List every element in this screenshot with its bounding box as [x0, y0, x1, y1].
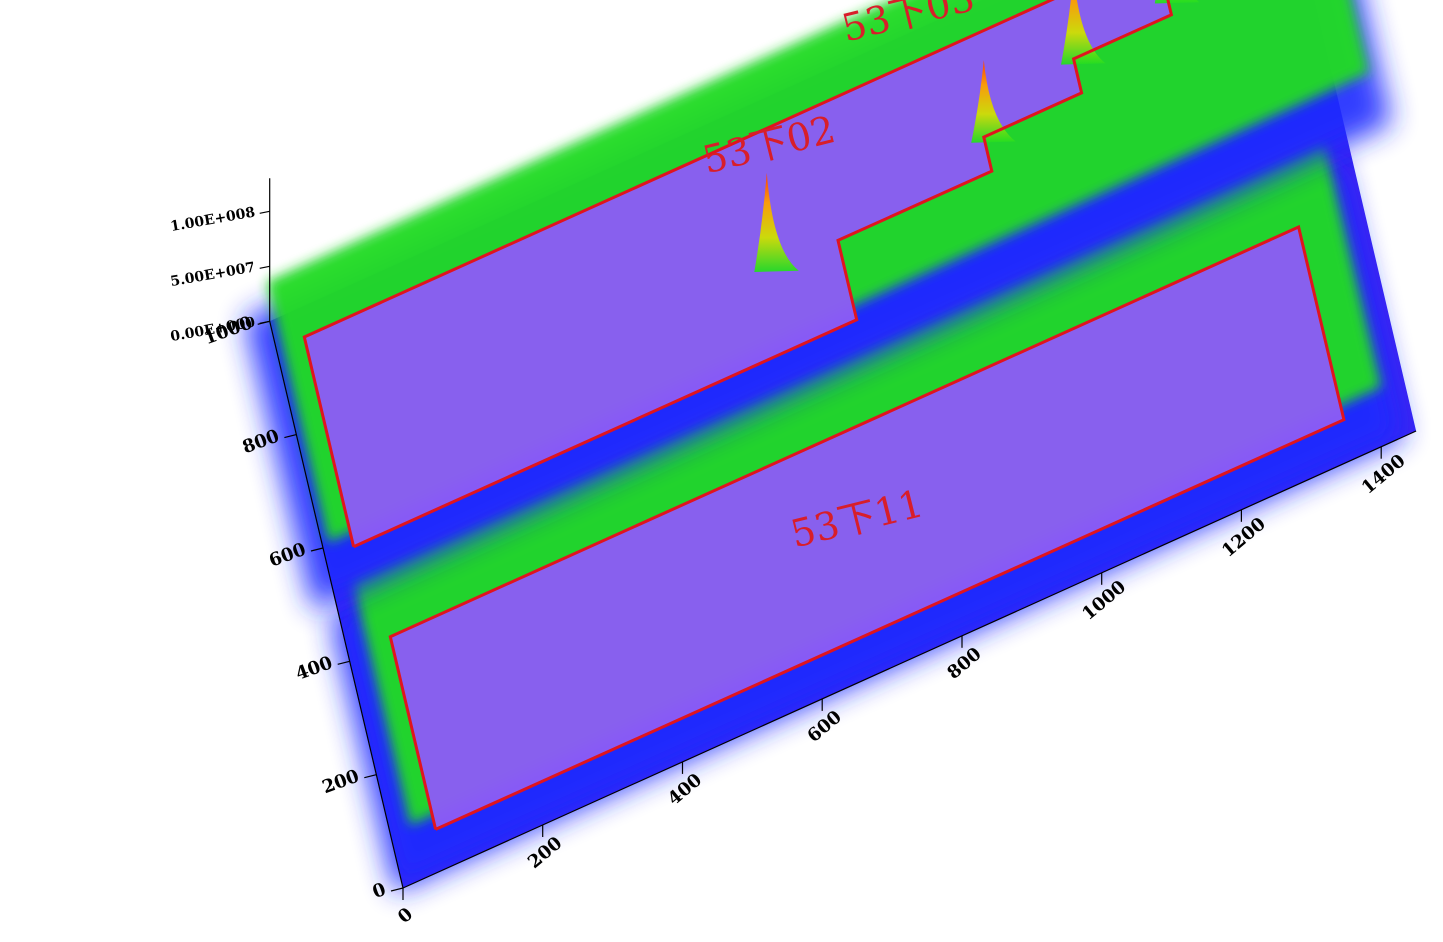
- y-tick-0: [390, 887, 404, 892]
- zone-fill-0: [390, 227, 1344, 830]
- peak-1-1: [971, 60, 1016, 143]
- zone-outline-1: [302, 0, 1174, 549]
- z-tick-0: [259, 320, 270, 324]
- x-tick-label-6: 1200: [1218, 513, 1270, 561]
- y-tick-3: [310, 547, 324, 552]
- peak-1-0: [754, 172, 799, 272]
- peak-1-2: [1061, 0, 1106, 65]
- z-tick-label-2: 1.00E+008: [169, 204, 256, 235]
- x-tick-label-4: 800: [943, 643, 985, 683]
- x-tick-label-2: 400: [664, 770, 706, 810]
- y-tick-2: [337, 660, 350, 665]
- x-tick-label-3: 600: [804, 707, 846, 747]
- y-tick-label-0: 0: [370, 879, 389, 903]
- peak-1-3: [1154, 0, 1200, 4]
- zone-fill-1: [304, 0, 1172, 547]
- y-tick-label-3: 600: [266, 539, 308, 572]
- y-axis-line: [269, 321, 404, 889]
- z-tick-1: [259, 265, 270, 269]
- x-tick-label-5: 1000: [1078, 576, 1130, 624]
- x-tick-label-7: 1400: [1358, 450, 1410, 498]
- y-tick-1: [364, 774, 377, 779]
- x-tick-label-1: 200: [524, 833, 566, 873]
- x-axis-line: [402, 430, 1417, 889]
- y-tick-label-1: 200: [320, 766, 362, 799]
- y-tick-label-4: 800: [240, 426, 282, 459]
- y-tick-4: [284, 434, 297, 439]
- zones-layer: [244, 0, 1404, 893]
- z-tick-label-1: 5.00E+007: [169, 259, 256, 290]
- z-tick-2: [259, 210, 270, 214]
- zone-outline-0: [388, 224, 1346, 831]
- x-tick-label-0: 0: [394, 904, 417, 928]
- y-tick-label-2: 400: [293, 652, 335, 685]
